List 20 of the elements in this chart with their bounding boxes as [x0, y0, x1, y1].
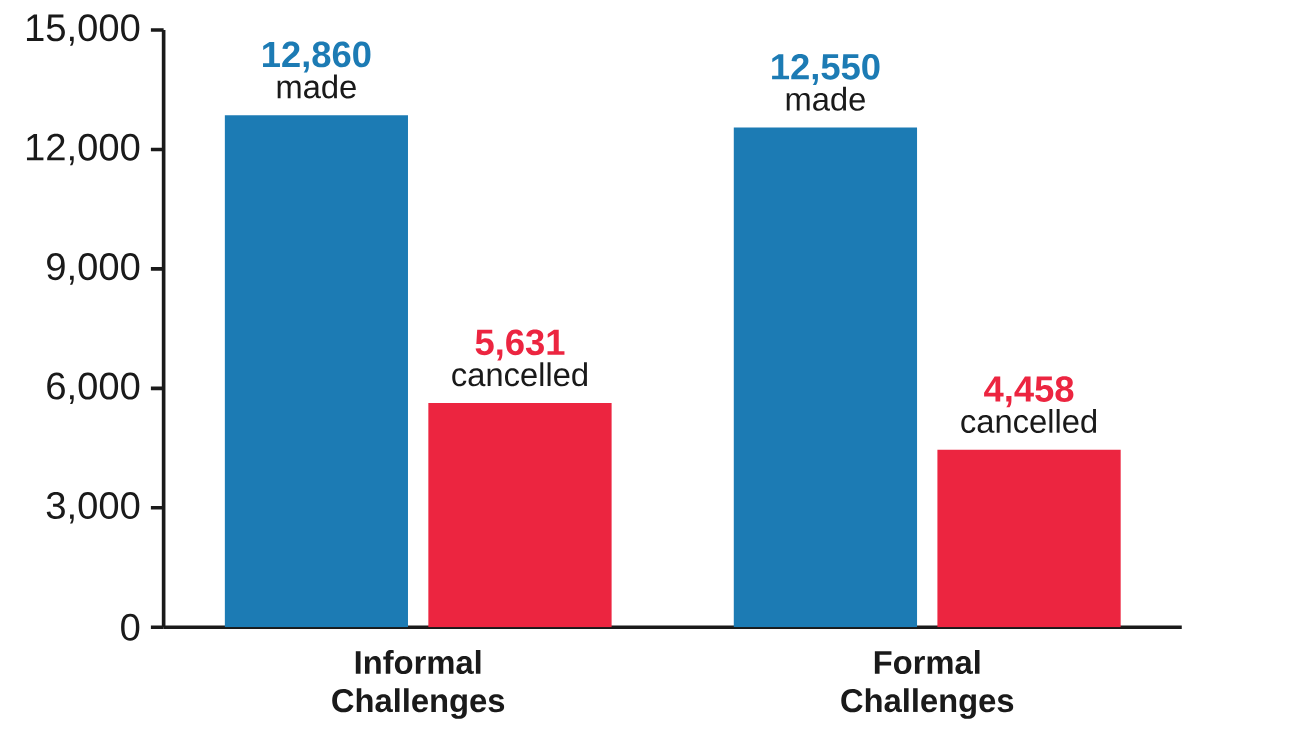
x-tick-label: Informal Challenges	[332, 650, 505, 719]
x-tick-label: Formal Challenges	[841, 650, 1014, 719]
text: made	[277, 74, 356, 99]
data-label: 12,550	[772, 54, 880, 86]
y-tick-label: 15,000	[26, 14, 140, 46]
data-label: 4,458	[984, 376, 1074, 408]
y-tick-label: 3,000	[46, 492, 140, 524]
bar	[937, 449, 1121, 628]
series-label: cancelled	[452, 362, 587, 387]
text: cancelled	[961, 409, 1097, 434]
y-tick-label: 6,000	[47, 372, 140, 405]
y-tick-label: 12,000	[26, 133, 140, 166]
data-label: 12,860	[263, 41, 371, 73]
y-tick-label: 0	[121, 613, 140, 641]
y-tick-label: 9,000	[47, 253, 140, 285]
data-label: 5,631	[475, 329, 565, 361]
series-label: made	[786, 86, 865, 111]
bar	[224, 115, 408, 628]
bar	[428, 403, 612, 628]
bar	[733, 127, 918, 628]
